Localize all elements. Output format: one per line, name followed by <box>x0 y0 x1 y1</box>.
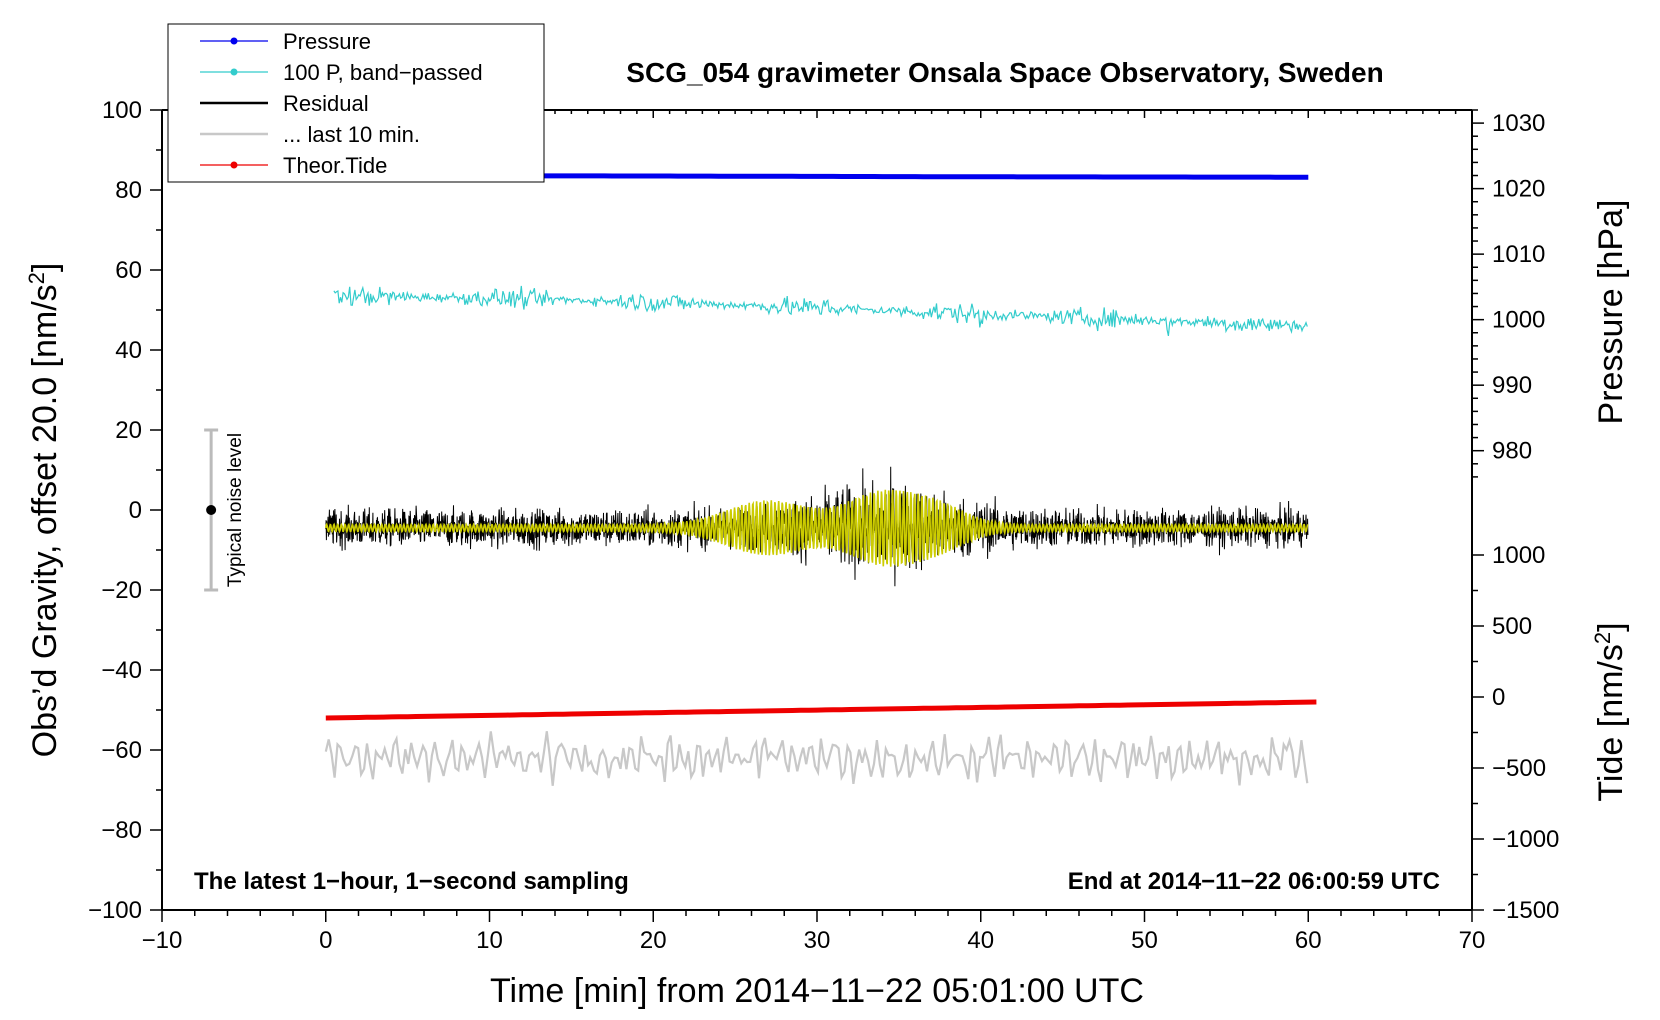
legend-label: 100 P, band−passed <box>283 60 483 85</box>
y-tick-label: 80 <box>115 177 142 204</box>
y-tick-label: −40 <box>101 657 142 684</box>
legend-label: ... last 10 min. <box>283 122 420 147</box>
y-tick-label: −60 <box>101 737 142 764</box>
y-tick-label: 20 <box>115 417 142 444</box>
y-tick-label: 40 <box>115 337 142 364</box>
y-tick-label: 60 <box>115 257 142 284</box>
tide-axis-label: Tide [nm/s2] <box>1590 622 1630 801</box>
y-axis-label-left: Obs’d Gravity, offset 20.0 [nm/s2] <box>24 263 64 758</box>
legend-label: Residual <box>283 91 369 116</box>
pressure-tick-label: 1020 <box>1492 176 1545 203</box>
x-tick-label: 40 <box>967 927 994 954</box>
x-tick-label: 20 <box>640 927 667 954</box>
x-tick-label: 70 <box>1459 927 1486 954</box>
x-tick-label: 10 <box>476 927 503 954</box>
legend-label: Pressure <box>283 29 371 54</box>
legend-label: Theor.Tide <box>283 153 387 178</box>
legend: Pressure 100 P, band−passed Residual ... la… <box>167 23 545 183</box>
annotation-left: The latest 1−hour, 1−second sampling <box>194 868 629 895</box>
series-theoretical-tide <box>325 699 1317 721</box>
pressure-tick-label: 990 <box>1492 372 1532 399</box>
x-tick-label: 50 <box>1131 927 1158 954</box>
pressure-tick-label: 1030 <box>1492 110 1545 137</box>
tide-tick-label: −1500 <box>1492 897 1559 924</box>
tide-tick-label: 1000 <box>1492 542 1545 569</box>
noise-level-dot <box>206 505 217 515</box>
pressure-tick-label: 1010 <box>1492 241 1545 268</box>
x-axis-ticks: −10 0 10 20 30 40 50 60 70 <box>142 110 1486 954</box>
y-tick-label: 0 <box>129 497 142 524</box>
x-axis-label: Time [min] from 2014−11−22 05:01:00 UTC <box>490 972 1144 1010</box>
y-axis-ticks: −100 −80 −60 −40 −20 0 20 40 60 80 100 <box>88 97 162 924</box>
tide-tick-label: −1000 <box>1492 826 1559 853</box>
noise-level-indicator: Typical noise level <box>204 428 246 592</box>
y-tick-label: −100 <box>88 897 142 924</box>
tide-tick-label: 500 <box>1492 613 1532 640</box>
tide-tick-label: −500 <box>1492 755 1546 782</box>
x-tick-label: −10 <box>142 927 183 954</box>
chart-title: SCG_054 gravimeter Onsala Space Observat… <box>626 57 1383 88</box>
legend-marker <box>230 68 238 76</box>
y-tick-label: −80 <box>101 817 142 844</box>
y-tick-label: 100 <box>102 97 142 124</box>
pressure-tick-label: 1000 <box>1492 307 1545 334</box>
x-tick-label: 30 <box>804 927 831 954</box>
y-tick-label: −20 <box>101 577 142 604</box>
tide-axis-ticks: −1500 −1000 −500 0 500 1000 <box>1472 542 1559 924</box>
series-band-passed-pressure <box>333 285 1308 337</box>
series-residual-smoothed <box>325 489 1309 567</box>
series-group <box>324 173 1317 786</box>
pressure-axis-label: Pressure [hPa] <box>1592 200 1630 425</box>
noise-level-label: Typical noise level <box>225 433 246 587</box>
x-tick-label: 0 <box>319 927 332 954</box>
annotation-right: End at 2014−11−22 06:00:59 UTC <box>1068 868 1440 895</box>
legend-marker <box>230 161 238 169</box>
pressure-tick-label: 980 <box>1492 438 1532 465</box>
x-tick-label: 60 <box>1295 927 1322 954</box>
tide-tick-label: 0 <box>1492 684 1505 711</box>
legend-marker <box>230 37 238 45</box>
pressure-axis-ticks: 980 990 1000 1010 1020 1030 <box>1472 109 1545 478</box>
series-last-10-min <box>324 731 1309 786</box>
